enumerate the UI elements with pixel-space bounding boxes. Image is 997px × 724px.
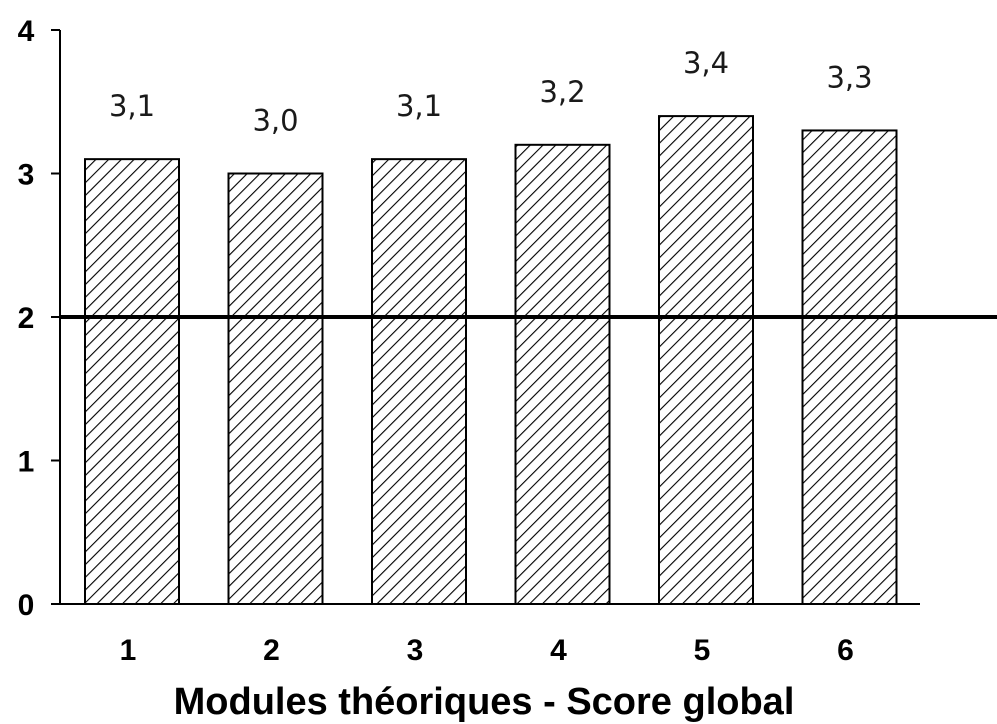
y-tick-label-3: 3 [18,159,35,192]
bar-3 [371,158,467,605]
x-tick-label-2: 2 [263,634,280,667]
bars-group [84,115,898,606]
x-tick-label-3: 3 [407,634,424,667]
y-tick-label-2: 2 [18,302,35,335]
value-label-5: 3,4 [683,46,729,80]
x-tick-label-4: 4 [550,634,567,667]
y-ticks-group: 0 1 2 3 4 [18,15,60,622]
value-label-6: 3,3 [826,60,872,94]
value-label-1: 3,1 [109,89,155,123]
x-axis-label: Modules théoriques - Score global [174,681,795,723]
y-tick-label-4: 4 [18,15,35,48]
x-tick-label-5: 5 [694,634,711,667]
value-labels-group: 3,1 3,0 3,1 3,2 3,4 3,3 [109,46,873,137]
value-label-4: 3,2 [539,75,585,109]
value-label-3: 3,1 [396,89,442,123]
bar-1 [84,158,180,605]
x-tick-label-1: 1 [120,634,137,667]
x-tick-label-6: 6 [837,634,854,667]
bar-2 [227,172,324,605]
value-label-2: 3,0 [252,104,298,138]
y-tick-label-0: 0 [18,589,35,622]
x-ticks-group: 1 2 3 4 5 6 [120,634,854,667]
bar-4 [514,143,611,606]
y-tick-label-1: 1 [18,446,35,479]
bar-5 [658,115,754,605]
bar-6 [801,129,898,605]
